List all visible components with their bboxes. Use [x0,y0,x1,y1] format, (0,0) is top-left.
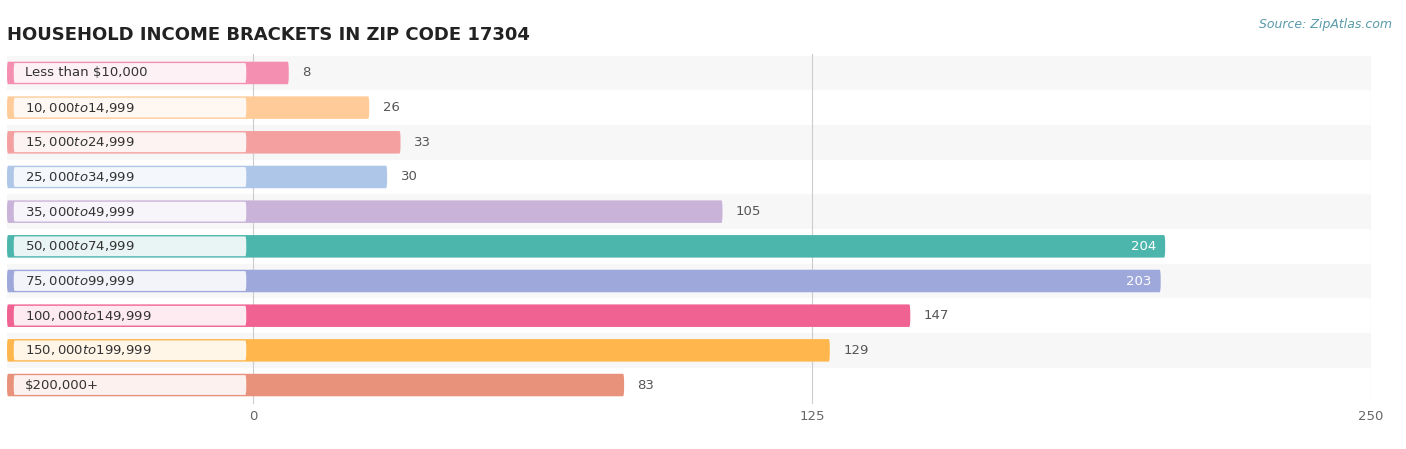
Bar [7,333,1371,368]
Text: $75,000 to $99,999: $75,000 to $99,999 [25,274,135,288]
Bar [7,90,1371,125]
Text: $150,000 to $199,999: $150,000 to $199,999 [25,343,152,357]
FancyBboxPatch shape [7,235,1166,258]
Text: 83: 83 [637,379,654,392]
Text: $15,000 to $24,999: $15,000 to $24,999 [25,135,135,150]
FancyBboxPatch shape [14,132,246,152]
Bar [7,264,1371,298]
Text: $25,000 to $34,999: $25,000 to $34,999 [25,170,135,184]
Text: Source: ZipAtlas.com: Source: ZipAtlas.com [1258,18,1392,31]
FancyBboxPatch shape [14,167,246,187]
FancyBboxPatch shape [14,271,246,291]
Bar [7,56,1371,90]
Bar [7,298,1371,333]
FancyBboxPatch shape [7,339,830,361]
Text: 203: 203 [1126,274,1152,287]
Bar [7,368,1371,402]
FancyBboxPatch shape [7,270,1161,292]
Text: 129: 129 [844,344,869,357]
FancyBboxPatch shape [7,97,370,119]
Bar [7,194,1371,229]
Text: HOUSEHOLD INCOME BRACKETS IN ZIP CODE 17304: HOUSEHOLD INCOME BRACKETS IN ZIP CODE 17… [7,26,530,44]
Text: $35,000 to $49,999: $35,000 to $49,999 [25,205,135,219]
FancyBboxPatch shape [14,202,246,221]
Text: $200,000+: $200,000+ [25,379,98,392]
FancyBboxPatch shape [7,62,288,84]
FancyBboxPatch shape [14,237,246,256]
Text: 30: 30 [401,171,418,184]
Text: $100,000 to $149,999: $100,000 to $149,999 [25,308,152,323]
FancyBboxPatch shape [7,374,624,396]
FancyBboxPatch shape [7,200,723,223]
Bar [7,125,1371,160]
Bar [7,160,1371,194]
FancyBboxPatch shape [14,63,246,83]
FancyBboxPatch shape [7,131,401,154]
FancyBboxPatch shape [14,375,246,395]
FancyBboxPatch shape [14,340,246,360]
Text: 8: 8 [302,66,311,79]
Text: 105: 105 [735,205,761,218]
FancyBboxPatch shape [14,98,246,118]
Text: $50,000 to $74,999: $50,000 to $74,999 [25,239,135,253]
Bar [7,229,1371,264]
Text: 33: 33 [413,136,432,149]
Text: 204: 204 [1130,240,1156,253]
Text: Less than $10,000: Less than $10,000 [25,66,148,79]
FancyBboxPatch shape [7,166,387,188]
Text: 147: 147 [924,309,949,322]
FancyBboxPatch shape [7,304,910,327]
Text: 26: 26 [382,101,399,114]
Text: $10,000 to $14,999: $10,000 to $14,999 [25,101,135,114]
FancyBboxPatch shape [14,306,246,326]
